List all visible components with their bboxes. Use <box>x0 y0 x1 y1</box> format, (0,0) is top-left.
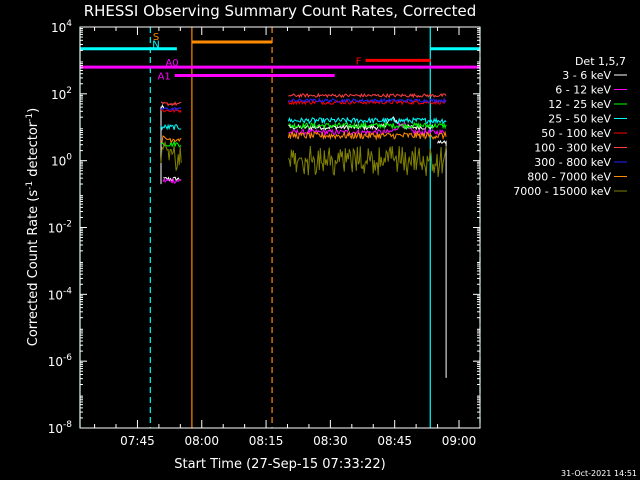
series-line-segment <box>162 177 182 184</box>
y-tick-label-exponent: -2 <box>63 220 72 230</box>
series-line-segment <box>160 103 165 185</box>
series-25-50-kev <box>160 116 447 131</box>
y-tick-label-base: 10 <box>51 88 66 102</box>
y-axis-label-part-3: ) <box>26 108 41 113</box>
series-line-segment <box>287 116 447 125</box>
series-line-segment <box>437 139 447 378</box>
x-tick-label: 08:00 <box>184 434 219 448</box>
flag-label-s: S <box>153 32 159 43</box>
series-100-300-kev <box>161 92 447 107</box>
y-tick-label-exponent: 0 <box>66 153 72 163</box>
chart-title: RHESSI Observing Summary Count Rates, Co… <box>84 2 477 20</box>
series-line-segment <box>288 121 447 131</box>
y-tick-label-base: 10 <box>51 155 66 169</box>
legend-entry-label: 3 - 6 keV <box>562 69 611 82</box>
series-line-segment <box>160 135 182 144</box>
plot-frame <box>79 26 481 429</box>
legend-entry-label: 6 - 12 keV <box>555 84 611 97</box>
y-tick-label-base: 10 <box>48 422 63 436</box>
x-axis: 07:45 08:00 08:15 08:30 08:45 09:00 <box>94 27 477 448</box>
series-3-6-kev <box>160 103 447 378</box>
x-tick-label: 08:30 <box>313 434 348 448</box>
series-line-segment <box>161 101 182 107</box>
legend-header: Det 1,5,7 <box>575 55 626 68</box>
series-line-segment <box>160 123 182 131</box>
vertical-marker-lines <box>79 27 481 428</box>
flag-bars-group: SN F A0 A1 <box>80 32 480 82</box>
y-tick-label: 10-4 <box>48 286 73 302</box>
series-line-segment <box>287 145 447 178</box>
y-tick-label-base: 10 <box>48 288 63 302</box>
footer-date: 31-Oct-2021 14:51 <box>561 469 637 478</box>
series-300-800-kev <box>160 97 447 112</box>
y-axis-label-exp-1: -1 <box>25 181 35 190</box>
x-tick-label: 08:15 <box>249 434 284 448</box>
y-tick-label: 10-8 <box>48 420 73 436</box>
flag-label-a0: A0 <box>165 58 178 69</box>
y-tick-label: 10-2 <box>48 220 72 236</box>
y-tick-label: 10-6 <box>48 353 73 369</box>
y-tick-label: 100 <box>51 153 72 169</box>
legend-entry-label: 50 - 100 keV <box>541 127 611 140</box>
y-tick-label-exponent: -6 <box>63 353 72 363</box>
y-tick-label-exponent: -4 <box>63 286 72 296</box>
x-tick-label: 08:45 <box>377 434 412 448</box>
y-tick-label-exponent: 2 <box>66 86 72 96</box>
y-tick-label: 102 <box>51 86 72 102</box>
series-50-100-kev <box>160 98 447 114</box>
y-tick-label-base: 10 <box>48 222 63 236</box>
legend-entry-label: 100 - 300 keV <box>534 142 611 155</box>
series-line-segment <box>160 107 182 114</box>
x-tick-label: 07:45 <box>120 434 155 448</box>
y-axis-label-exp-2: -1 <box>25 113 35 122</box>
data-series-group <box>160 92 447 378</box>
legend-entry-label: 25 - 50 keV <box>548 113 611 126</box>
series-7000-15000-kev <box>160 140 447 178</box>
series-line-segment <box>287 130 447 141</box>
y-tick-label-exponent: -8 <box>63 420 72 430</box>
series-line-segment <box>160 106 182 112</box>
series-line-segment <box>160 140 182 171</box>
y-tick-label: 104 <box>51 19 72 35</box>
flag-label-n: N <box>152 40 159 51</box>
legend-entry-label: 300 - 800 keV <box>534 156 611 169</box>
y-tick-label-base: 10 <box>48 355 63 369</box>
flag-label-f: F <box>356 56 362 67</box>
y-axis-label: Corrected Count Rate (s-1 detector-1) <box>25 108 41 346</box>
legend-entry-label: 800 - 7000 keV <box>527 171 611 184</box>
y-tick-label-base: 10 <box>51 21 66 35</box>
series-800-7000-kev <box>160 130 447 144</box>
y-axis-label-part-1: Corrected Count Rate (s <box>26 190 41 347</box>
x-tick-label: 09:00 <box>442 434 477 448</box>
series-line-segment <box>288 97 447 104</box>
series-line-segment <box>288 92 447 99</box>
legend-entry-label: 12 - 25 keV <box>548 98 611 111</box>
flag-label-a1: A1 <box>158 71 171 82</box>
legend-entry-label: 7000 - 15000 keV <box>513 185 611 198</box>
series-line-segment <box>287 98 447 106</box>
x-axis-label: Start Time (27-Sep-15 07:33:22) <box>174 457 385 472</box>
y-axis-label-part-2: detector <box>26 121 41 181</box>
y-tick-label-exponent: 4 <box>66 19 72 29</box>
